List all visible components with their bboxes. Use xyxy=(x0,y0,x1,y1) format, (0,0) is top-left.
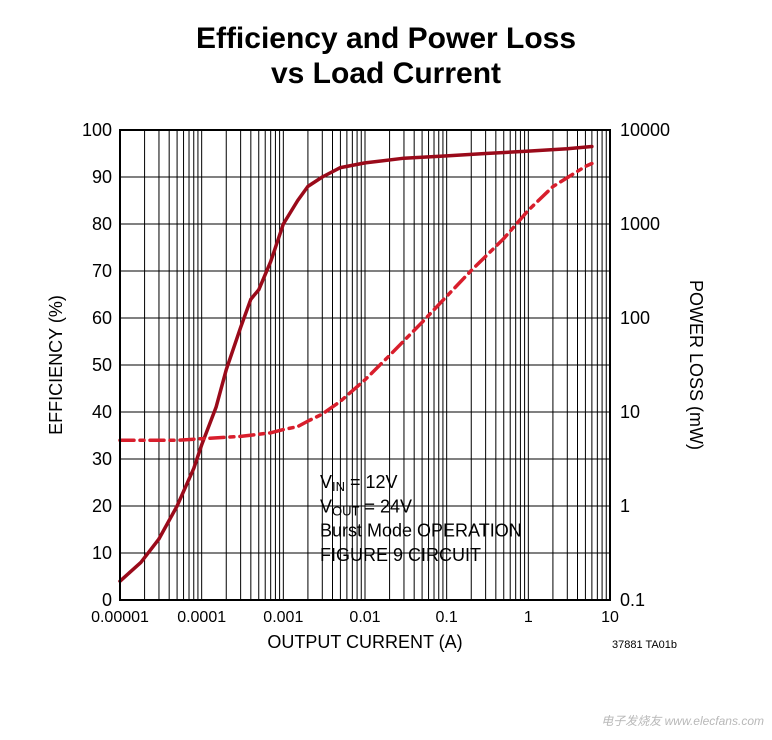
chart-area: 0 10 20 30 40 50 60 70 80 90 100 0.1 1 10 100 1000 10000… xyxy=(0,0,772,740)
svg-text:40: 40 xyxy=(92,402,112,422)
svg-text:1000: 1000 xyxy=(620,214,660,234)
svg-text:1: 1 xyxy=(524,609,533,626)
svg-text:0: 0 xyxy=(102,590,112,610)
svg-text:0.0001: 0.0001 xyxy=(177,609,226,626)
svg-text:Burst Mode OPERATION: Burst Mode OPERATION xyxy=(320,521,522,541)
svg-text:VIN = 12V: VIN = 12V xyxy=(320,472,398,494)
svg-text:POWER LOSS (mW): POWER LOSS (mW) xyxy=(686,280,706,450)
svg-text:100: 100 xyxy=(82,120,112,140)
chart-svg: 0 10 20 30 40 50 60 70 80 90 100 0.1 1 10 100 1000 10000… xyxy=(0,0,772,735)
svg-text:70: 70 xyxy=(92,261,112,281)
svg-text:EFFICIENCY (%): EFFICIENCY (%) xyxy=(46,295,66,435)
svg-text:50: 50 xyxy=(92,355,112,375)
svg-text:10: 10 xyxy=(92,543,112,563)
svg-text:1: 1 xyxy=(620,496,630,516)
svg-text:0.00001: 0.00001 xyxy=(91,609,149,626)
svg-text:100: 100 xyxy=(620,308,650,328)
svg-text:10: 10 xyxy=(620,402,640,422)
watermark-text: 电子发烧友 www.elecfans.com xyxy=(601,712,764,729)
svg-text:10000: 10000 xyxy=(620,120,670,140)
svg-text:OUTPUT CURRENT (A): OUTPUT CURRENT (A) xyxy=(267,632,462,652)
svg-text:37881 TA01b: 37881 TA01b xyxy=(612,639,677,651)
svg-text:80: 80 xyxy=(92,214,112,234)
svg-text:30: 30 xyxy=(92,449,112,469)
svg-text:0.01: 0.01 xyxy=(349,609,380,626)
svg-text:20: 20 xyxy=(92,496,112,516)
svg-text:0.1: 0.1 xyxy=(620,590,645,610)
svg-text:0.001: 0.001 xyxy=(263,609,303,626)
svg-text:0.1: 0.1 xyxy=(436,609,458,626)
svg-text:FIGURE 9 CIRCUIT: FIGURE 9 CIRCUIT xyxy=(320,545,481,565)
svg-text:60: 60 xyxy=(92,308,112,328)
svg-text:90: 90 xyxy=(92,167,112,187)
svg-text:10: 10 xyxy=(601,609,619,626)
